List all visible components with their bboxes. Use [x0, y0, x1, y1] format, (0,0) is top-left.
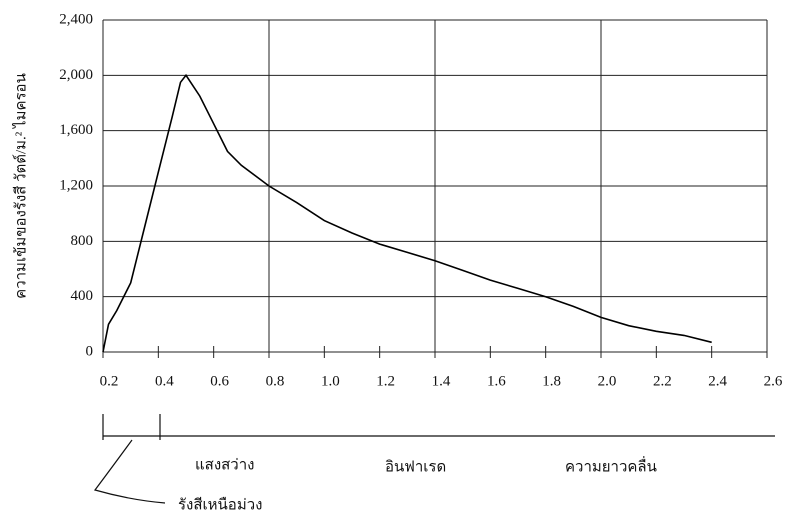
page: ความเข้มของรังสี วัตต์/ม.² ไมครอน แสงสว่… [0, 0, 787, 527]
y-tick-label: 2,000 [59, 67, 93, 83]
x-tick-label: 2.2 [653, 373, 672, 389]
leader-line [95, 440, 165, 503]
x-tick-label: 2.0 [598, 373, 617, 389]
annotation: รังสีเหนือม่วง [178, 496, 262, 513]
y-tick-label: 1,600 [59, 122, 93, 138]
annotation: ความยาวคลื่น [565, 455, 657, 475]
x-tick-label: 0.8 [266, 373, 285, 389]
x-tick-label: 0.4 [155, 373, 174, 389]
x-tick-label: 1.6 [487, 373, 506, 389]
y-tick-label: 800 [71, 233, 94, 249]
y-axis-label: ความเข้มของรังสี วัตต์/ม.² ไมครอน [11, 73, 29, 299]
annotation: แสงสว่าง [195, 457, 254, 473]
x-tick-label: 2.4 [708, 373, 727, 389]
y-tick-label: 400 [71, 288, 94, 304]
x-tick-label: 0.2 [100, 373, 119, 389]
x-tick-label: 1.0 [321, 373, 340, 389]
x-tick-label: 2.6 [764, 373, 783, 389]
x-tick-label: 0.6 [210, 373, 229, 389]
line [103, 75, 712, 352]
x-tick-label: 1.2 [376, 373, 395, 389]
y-tick-label: 1,200 [59, 177, 93, 193]
chart: ความเข้มของรังสี วัตต์/ม.² ไมครอน แสงสว่… [0, 0, 787, 527]
x-tick-label: 1.8 [542, 373, 561, 389]
annotation: อินฟาเรด [385, 458, 446, 475]
x-tick-label: 1.4 [432, 373, 451, 389]
y-tick-label: 2,400 [59, 11, 93, 27]
y-tick-label: 0 [86, 343, 94, 359]
